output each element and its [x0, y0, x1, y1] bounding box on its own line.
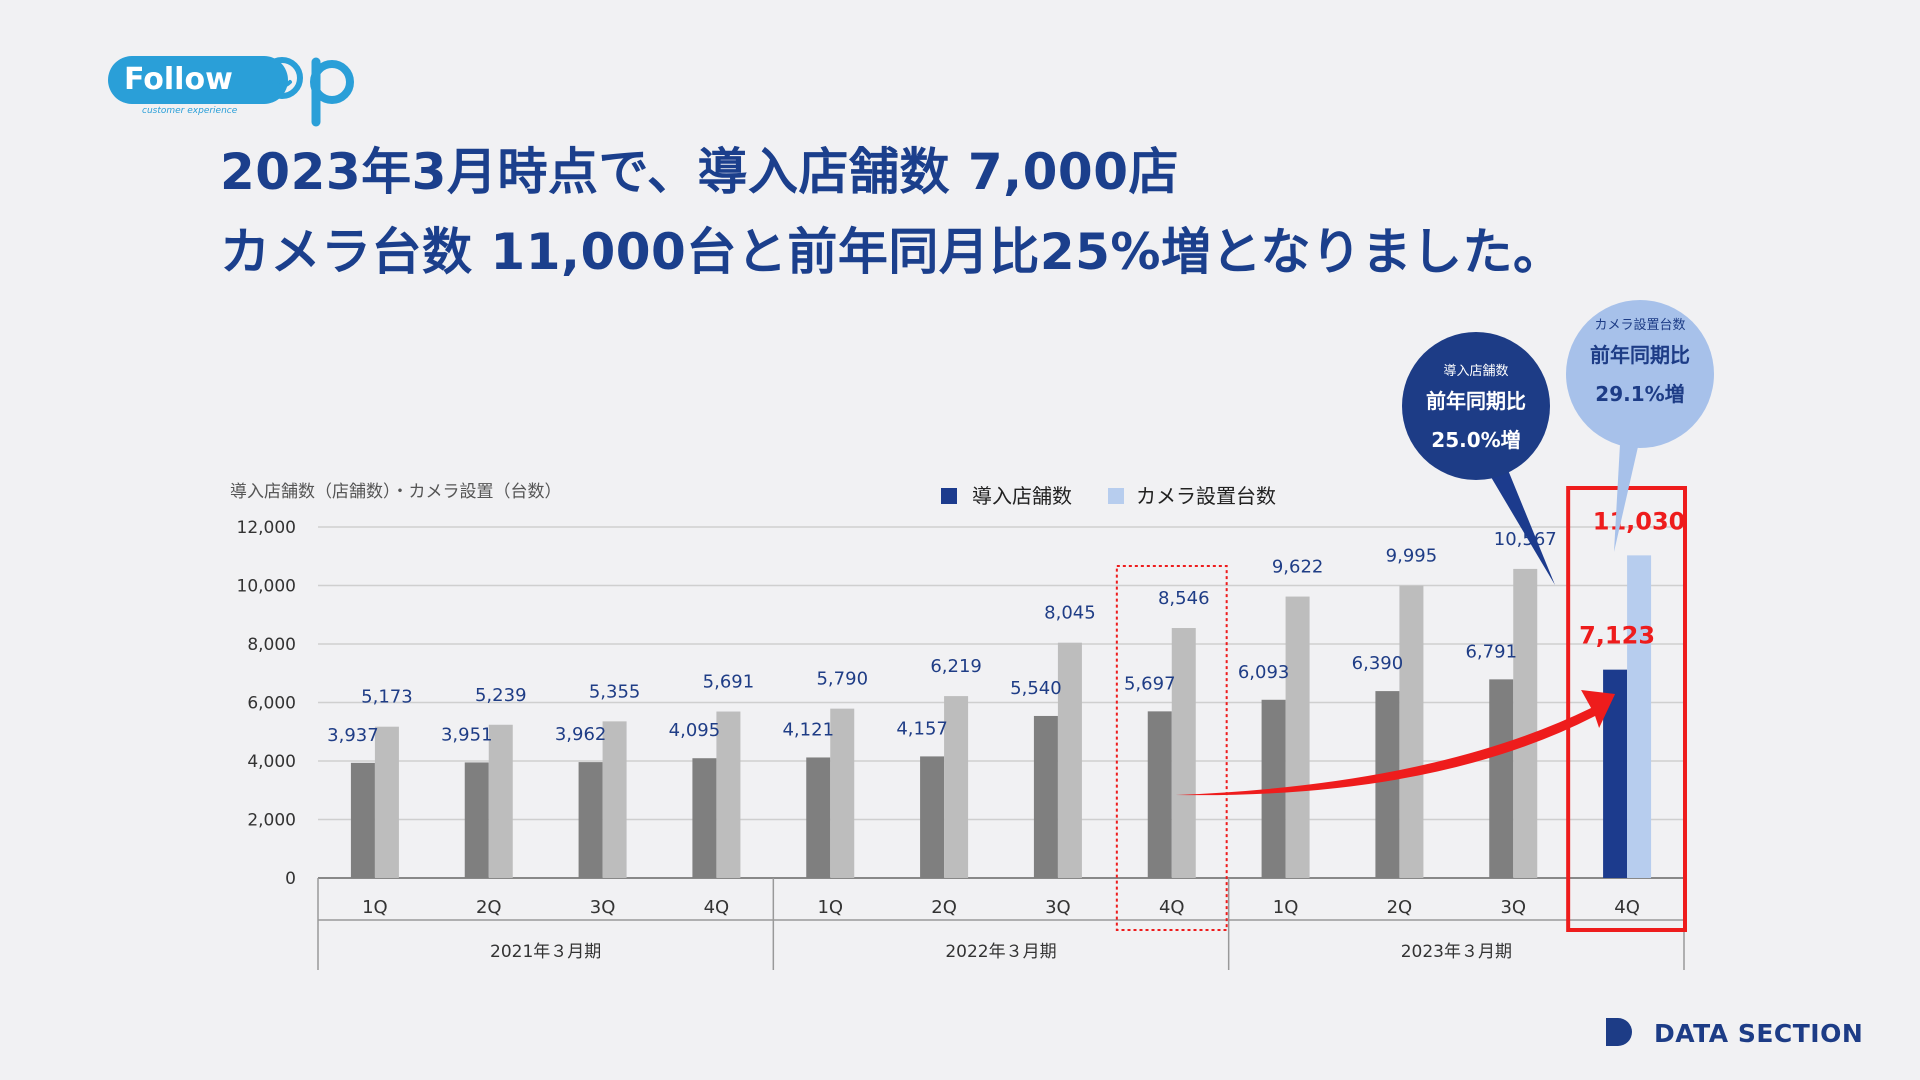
- data-section-wordmark: DATA SECTION: [1654, 1019, 1864, 1048]
- x-tick-label: 2Q: [1387, 897, 1413, 918]
- data-label-cameras: 11,030: [1593, 507, 1686, 535]
- bar-cameras: [1057, 642, 1082, 878]
- logo-wordmark: Follow: [108, 56, 288, 104]
- x-tick-label: 4Q: [704, 897, 730, 918]
- y-axis-label: 導入店舗数（店舗数）・カメラ設置（台数）: [230, 482, 562, 502]
- x-tick-label: 4Q: [1614, 897, 1640, 918]
- data-label-stores: 4,121: [782, 719, 834, 740]
- headline-line-2: カメラ台数 11,000台と前年同月比25%増となりました。: [220, 223, 1564, 281]
- bar-stores: [350, 762, 375, 878]
- data-label-stores: 4,157: [896, 718, 948, 739]
- bar-stores: [806, 757, 831, 878]
- logo-tagline: customer experience: [142, 106, 238, 116]
- bar-cameras: [602, 721, 627, 878]
- bubble-cameras-line2: 29.1%増: [1595, 382, 1685, 406]
- data-label-cameras: 5,239: [475, 685, 527, 706]
- bar-cameras: [1285, 596, 1310, 878]
- y-tick-label: 2,000: [247, 811, 296, 831]
- x-tick-label: 3Q: [1045, 897, 1071, 918]
- growth-arrow: [1175, 690, 1616, 796]
- data-label-stores: 6,791: [1465, 641, 1517, 662]
- bar-cameras: [1627, 555, 1652, 878]
- bar-stores: [1489, 679, 1514, 878]
- bar-stores: [1033, 715, 1058, 878]
- cameras-growth-bubble: カメラ設置台数 前年同期比 29.1%増: [1566, 300, 1714, 448]
- bar-cameras: [1171, 628, 1196, 878]
- data-label-cameras: 5,790: [816, 669, 868, 690]
- data-label-cameras: 6,219: [930, 656, 982, 677]
- data-label-cameras: 5,355: [589, 681, 641, 702]
- data-label-stores: 4,095: [669, 720, 721, 741]
- bar-stores: [464, 762, 489, 878]
- x-tick-label: 2Q: [931, 897, 957, 918]
- data-label-cameras: 9,622: [1272, 557, 1324, 578]
- x-tick-label: 1Q: [817, 897, 843, 918]
- y-tick-label: 0: [285, 869, 296, 889]
- bubble-stores-label: 導入店舗数: [1443, 364, 1509, 379]
- bar-cameras: [830, 708, 855, 878]
- data-label-stores: 7,123: [1579, 622, 1655, 650]
- data-label-stores: 3,937: [327, 725, 379, 746]
- bar-cameras: [1513, 568, 1538, 878]
- followup-logo: Follow customer experience: [108, 52, 368, 130]
- bar-cameras: [944, 696, 969, 878]
- headline-line-1: 2023年3月時点で、導入店舗数 7,000店: [220, 143, 1180, 201]
- x-tick-label: 1Q: [362, 897, 388, 918]
- data-label-stores: 5,697: [1124, 673, 1176, 694]
- data-label-stores: 3,951: [441, 724, 493, 745]
- legend-swatch-cameras: [1108, 488, 1124, 504]
- bubble-stores-pointer: [1488, 470, 1555, 585]
- data-label-cameras: 8,045: [1044, 603, 1096, 624]
- y-tick-label: 4,000: [247, 752, 296, 772]
- bar-stores: [1375, 691, 1400, 878]
- bar-cameras: [488, 724, 513, 878]
- x-tick-label: 3Q: [1500, 897, 1526, 918]
- data-label-stores: 6,093: [1238, 662, 1290, 683]
- comparison-highlight-box: [1115, 565, 1228, 931]
- bar-cameras: [716, 711, 741, 878]
- data-label-stores: 5,540: [1010, 678, 1062, 699]
- bubble-stores-line2: 25.0%増: [1431, 428, 1521, 452]
- x-group-label: 2022年３月期: [945, 942, 1056, 962]
- bar-cameras: [1399, 585, 1424, 878]
- data-label-stores: 6,390: [1352, 653, 1404, 674]
- bubble-cameras-pointer: [1614, 438, 1640, 552]
- legend-label-cameras: カメラ設置台数: [1136, 484, 1276, 508]
- data-label-stores: 3,962: [555, 724, 607, 745]
- data-label-cameras: 5,173: [361, 687, 413, 708]
- bubble-cameras-line1: 前年同期比: [1590, 343, 1690, 367]
- bubble-stores-line1: 前年同期比: [1426, 389, 1526, 413]
- x-tick-label: 1Q: [1273, 897, 1299, 918]
- y-tick-label: 10,000: [237, 577, 296, 597]
- x-tick-label: 2Q: [476, 897, 502, 918]
- data-label-cameras: 9,995: [1386, 546, 1438, 567]
- legend-swatch-stores: [941, 488, 957, 504]
- data-label-cameras: 5,691: [703, 672, 755, 693]
- x-group-label: 2023年３月期: [1401, 942, 1512, 962]
- bar-stores: [578, 762, 603, 878]
- data-label-cameras: 10,567: [1494, 529, 1557, 550]
- logo-smile-icon: [261, 57, 354, 127]
- legend-label-stores: 導入店舗数: [972, 484, 1072, 508]
- stores-growth-bubble: 導入店舗数 前年同期比 25.0%増: [1402, 332, 1550, 480]
- bar-stores: [1147, 711, 1172, 878]
- x-tick-label: 4Q: [1159, 897, 1185, 918]
- x-group-label: 2021年３月期: [490, 942, 601, 962]
- bar-stores: [920, 756, 945, 878]
- bubble-cameras-label: カメラ設置台数: [1594, 318, 1686, 333]
- y-tick-label: 6,000: [247, 694, 296, 714]
- y-tick-label: 8,000: [247, 635, 296, 655]
- x-tick-label: 3Q: [590, 897, 616, 918]
- data-label-cameras: 8,546: [1158, 588, 1210, 609]
- data-section-mark-icon: [1606, 1018, 1632, 1046]
- y-tick-label: 12,000: [237, 518, 296, 538]
- bar-stores: [692, 758, 717, 878]
- bar-cameras: [374, 726, 399, 878]
